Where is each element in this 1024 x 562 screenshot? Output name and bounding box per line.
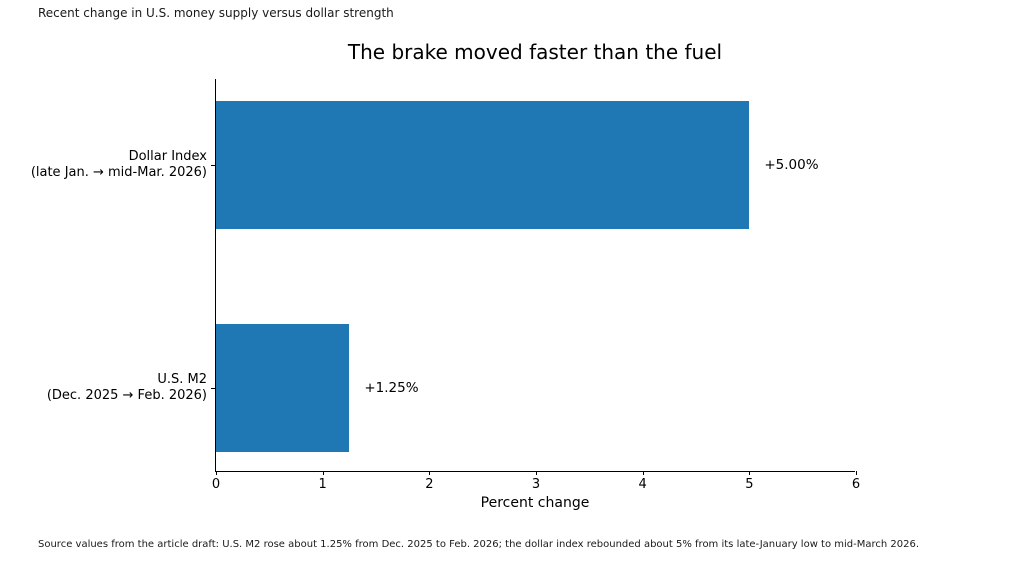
x-tick xyxy=(536,471,537,475)
bar-value-label: +5.00% xyxy=(764,157,819,173)
x-tick-label: 0 xyxy=(211,477,221,492)
x-tick-label: 1 xyxy=(318,477,327,492)
x-tick xyxy=(216,471,217,475)
y-axis-category-label: Dollar Index (late Jan. → mid-Mar. 2026) xyxy=(30,149,207,180)
x-tick xyxy=(749,471,751,475)
chart-title: The brake moved faster than the fuel xyxy=(347,40,723,64)
y-axis-category-label: U.S. M2 (Dec. 2025 → Feb. 2026) xyxy=(46,372,207,403)
x-tick xyxy=(642,471,644,475)
y-tick xyxy=(211,165,215,166)
y-tick xyxy=(211,388,215,389)
x-tick xyxy=(322,471,324,475)
x-tick-label: 4 xyxy=(638,477,647,492)
x-tick-label: 3 xyxy=(531,477,541,492)
x-tick-label: 6 xyxy=(851,477,861,492)
x-tick xyxy=(856,471,857,475)
plot-area: +5.00% Dollar Index (late Jan. → mid-Mar. … xyxy=(31,79,860,492)
x-tick-label: 2 xyxy=(425,477,434,492)
bar xyxy=(216,324,350,452)
x-tick xyxy=(429,471,431,475)
bar xyxy=(216,101,750,229)
x-axis-label: Percent change xyxy=(480,495,590,511)
figure-annotation: Recent change in U.S. money supply versu… xyxy=(38,6,394,20)
bar-value-label: +1.25% xyxy=(364,380,419,396)
source-note: Source values from the article draft: U.… xyxy=(38,539,920,550)
x-tick-label: 5 xyxy=(745,477,754,492)
